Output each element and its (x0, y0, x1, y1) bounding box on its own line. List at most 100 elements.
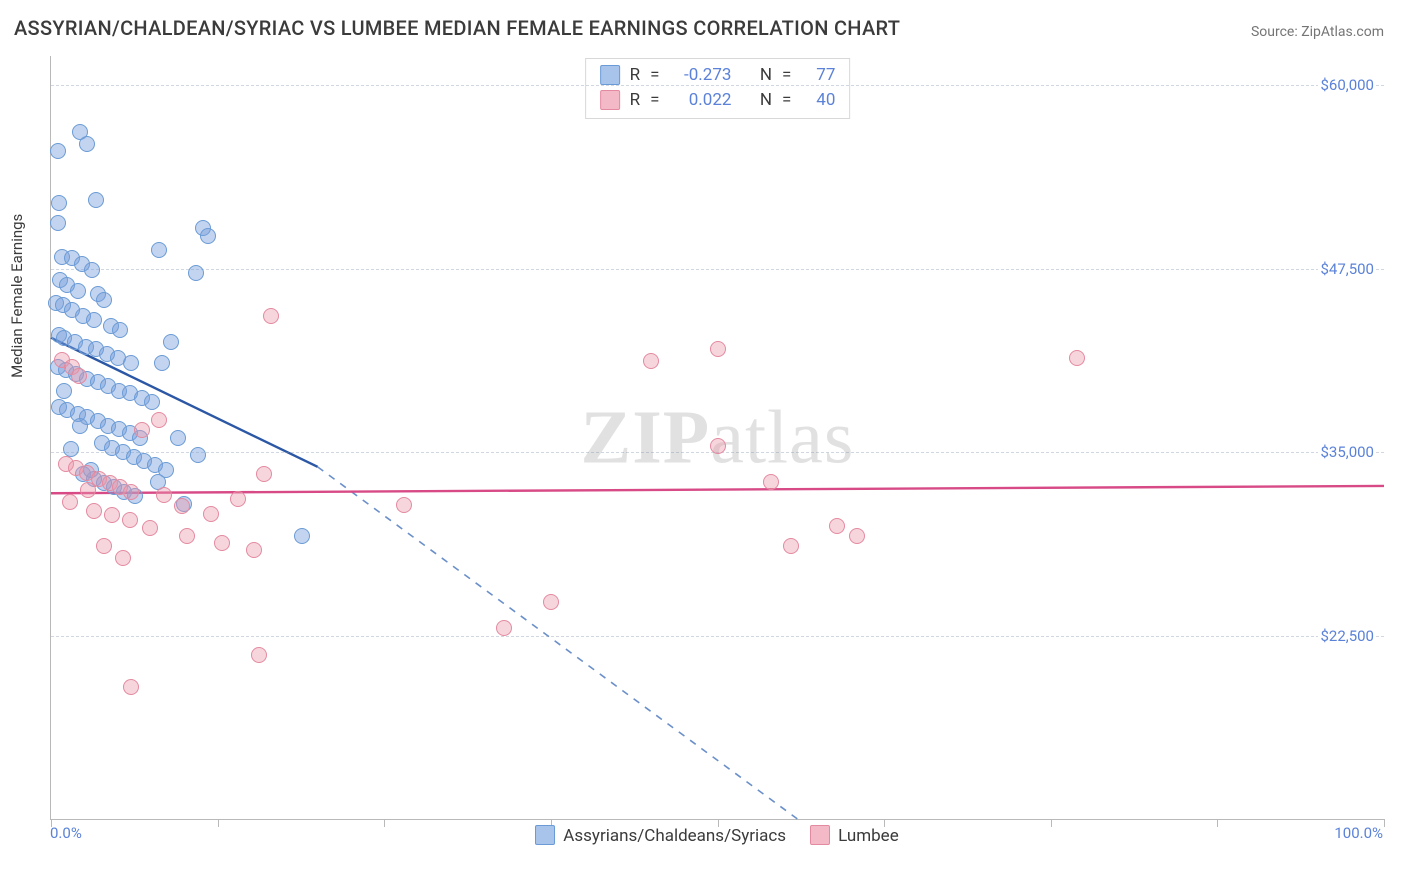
gridline-h (51, 269, 1384, 270)
data-point-assyrian (112, 322, 128, 338)
stats-n-label: N (760, 63, 772, 88)
data-point-lumbee (230, 491, 246, 507)
data-point-lumbee (263, 308, 279, 324)
data-point-assyrian (188, 265, 204, 281)
y-tick-label: $60,000 (1318, 76, 1376, 94)
swatch-lumbee-icon (810, 825, 830, 845)
source-line: Source: ZipAtlas.com (1251, 24, 1384, 40)
data-point-assyrian (96, 292, 112, 308)
bottom-legend: Assyrians/Chaldeans/Syriacs Lumbee (50, 825, 1384, 846)
data-point-lumbee (496, 620, 512, 636)
data-point-lumbee (86, 503, 102, 519)
swatch-assyrian-icon (600, 65, 620, 85)
data-point-lumbee (123, 679, 139, 695)
data-point-assyrian (163, 334, 179, 350)
x-tick (1384, 819, 1385, 827)
y-axis-title: Median Female Earnings (8, 214, 26, 378)
stats-row-assyrian: R = -0.273 N = 77 (600, 63, 836, 88)
stats-eq: = (782, 63, 791, 88)
data-point-assyrian (50, 143, 66, 159)
stats-eq: = (650, 88, 659, 113)
data-point-lumbee (214, 535, 230, 551)
y-tick-label: $22,500 (1318, 627, 1376, 645)
stats-r-label: R (630, 63, 640, 88)
stats-n-value: 40 (801, 88, 835, 113)
swatch-assyrian-icon (535, 825, 555, 845)
data-point-assyrian (56, 383, 72, 399)
y-tick-label: $47,500 (1318, 260, 1376, 278)
data-point-lumbee (783, 538, 799, 554)
trendline-assyrian (51, 338, 318, 467)
watermark-bold: ZIP (581, 395, 711, 479)
data-point-assyrian (200, 228, 216, 244)
stats-row-lumbee: R = 0.022 N = 40 (600, 88, 836, 113)
data-point-lumbee (396, 497, 412, 513)
data-point-lumbee (62, 494, 78, 510)
legend-label: Assyrians/Chaldeans/Syriacs (563, 826, 786, 846)
y-tick-label: $35,000 (1318, 443, 1376, 461)
data-point-assyrian (51, 195, 67, 211)
data-point-lumbee (710, 438, 726, 454)
stats-eq: = (782, 88, 791, 113)
stats-r-value: -0.273 (669, 63, 731, 88)
data-point-lumbee (829, 518, 845, 534)
chart-title: ASSYRIAN/CHALDEAN/SYRIAC VS LUMBEE MEDIA… (14, 16, 900, 40)
data-point-lumbee (710, 341, 726, 357)
data-point-lumbee (246, 542, 262, 558)
data-point-assyrian (154, 355, 170, 371)
legend-item-lumbee: Lumbee (810, 825, 899, 846)
data-point-assyrian (190, 447, 206, 463)
data-point-lumbee (256, 466, 272, 482)
data-point-assyrian (50, 215, 66, 231)
data-point-lumbee (156, 487, 172, 503)
data-point-assyrian (63, 441, 79, 457)
stats-n-label: N (760, 88, 772, 113)
legend-item-assyrian: Assyrians/Chaldeans/Syriacs (535, 825, 786, 846)
data-point-assyrian (86, 312, 102, 328)
data-point-assyrian (79, 136, 95, 152)
data-point-assyrian (151, 242, 167, 258)
data-point-assyrian (123, 355, 139, 371)
data-point-lumbee (174, 498, 190, 514)
data-point-assyrian (70, 283, 86, 299)
swatch-lumbee-icon (600, 90, 620, 110)
stats-legend-box: R = -0.273 N = 77 R = 0.022 N = 40 (585, 58, 851, 119)
data-point-assyrian (72, 418, 88, 434)
data-point-assyrian (294, 528, 310, 544)
data-point-lumbee (71, 368, 87, 384)
watermark-rest: atlas (710, 395, 854, 479)
chart-area: Median Female Earnings ZIPatlas R=-0.273… (14, 56, 1384, 864)
data-point-lumbee (123, 484, 139, 500)
stats-n-value: 77 (801, 63, 835, 88)
data-point-assyrian (84, 262, 100, 278)
data-point-lumbee (122, 512, 138, 528)
data-point-lumbee (849, 528, 865, 544)
data-point-lumbee (543, 594, 559, 610)
data-point-lumbee (134, 422, 150, 438)
data-point-lumbee (151, 412, 167, 428)
data-point-assyrian (170, 430, 186, 446)
data-point-lumbee (763, 474, 779, 490)
data-point-lumbee (142, 520, 158, 536)
data-point-lumbee (115, 550, 131, 566)
data-point-assyrian (88, 192, 104, 208)
data-point-assyrian (144, 394, 160, 410)
source-link[interactable]: ZipAtlas.com (1301, 24, 1384, 40)
trendline-extrapolated-assyrian (318, 467, 798, 819)
plot-region: ZIPatlas R = -0.273 N = 77 R = 0.022 N = 40 $22,5… (50, 56, 1384, 820)
data-point-lumbee (251, 647, 267, 663)
stats-eq: = (650, 63, 659, 88)
stats-r-label: R (630, 88, 640, 113)
stats-r-value: 0.022 (669, 88, 731, 113)
data-point-lumbee (1069, 350, 1085, 366)
data-point-lumbee (80, 482, 96, 498)
gridline-h (51, 85, 1384, 86)
source-prefix: Source: (1251, 24, 1301, 40)
data-point-lumbee (179, 528, 195, 544)
legend-label: Lumbee (838, 826, 899, 846)
data-point-lumbee (203, 506, 219, 522)
data-point-lumbee (104, 507, 120, 523)
data-point-lumbee (643, 353, 659, 369)
gridline-h (51, 636, 1384, 637)
data-point-lumbee (96, 538, 112, 554)
